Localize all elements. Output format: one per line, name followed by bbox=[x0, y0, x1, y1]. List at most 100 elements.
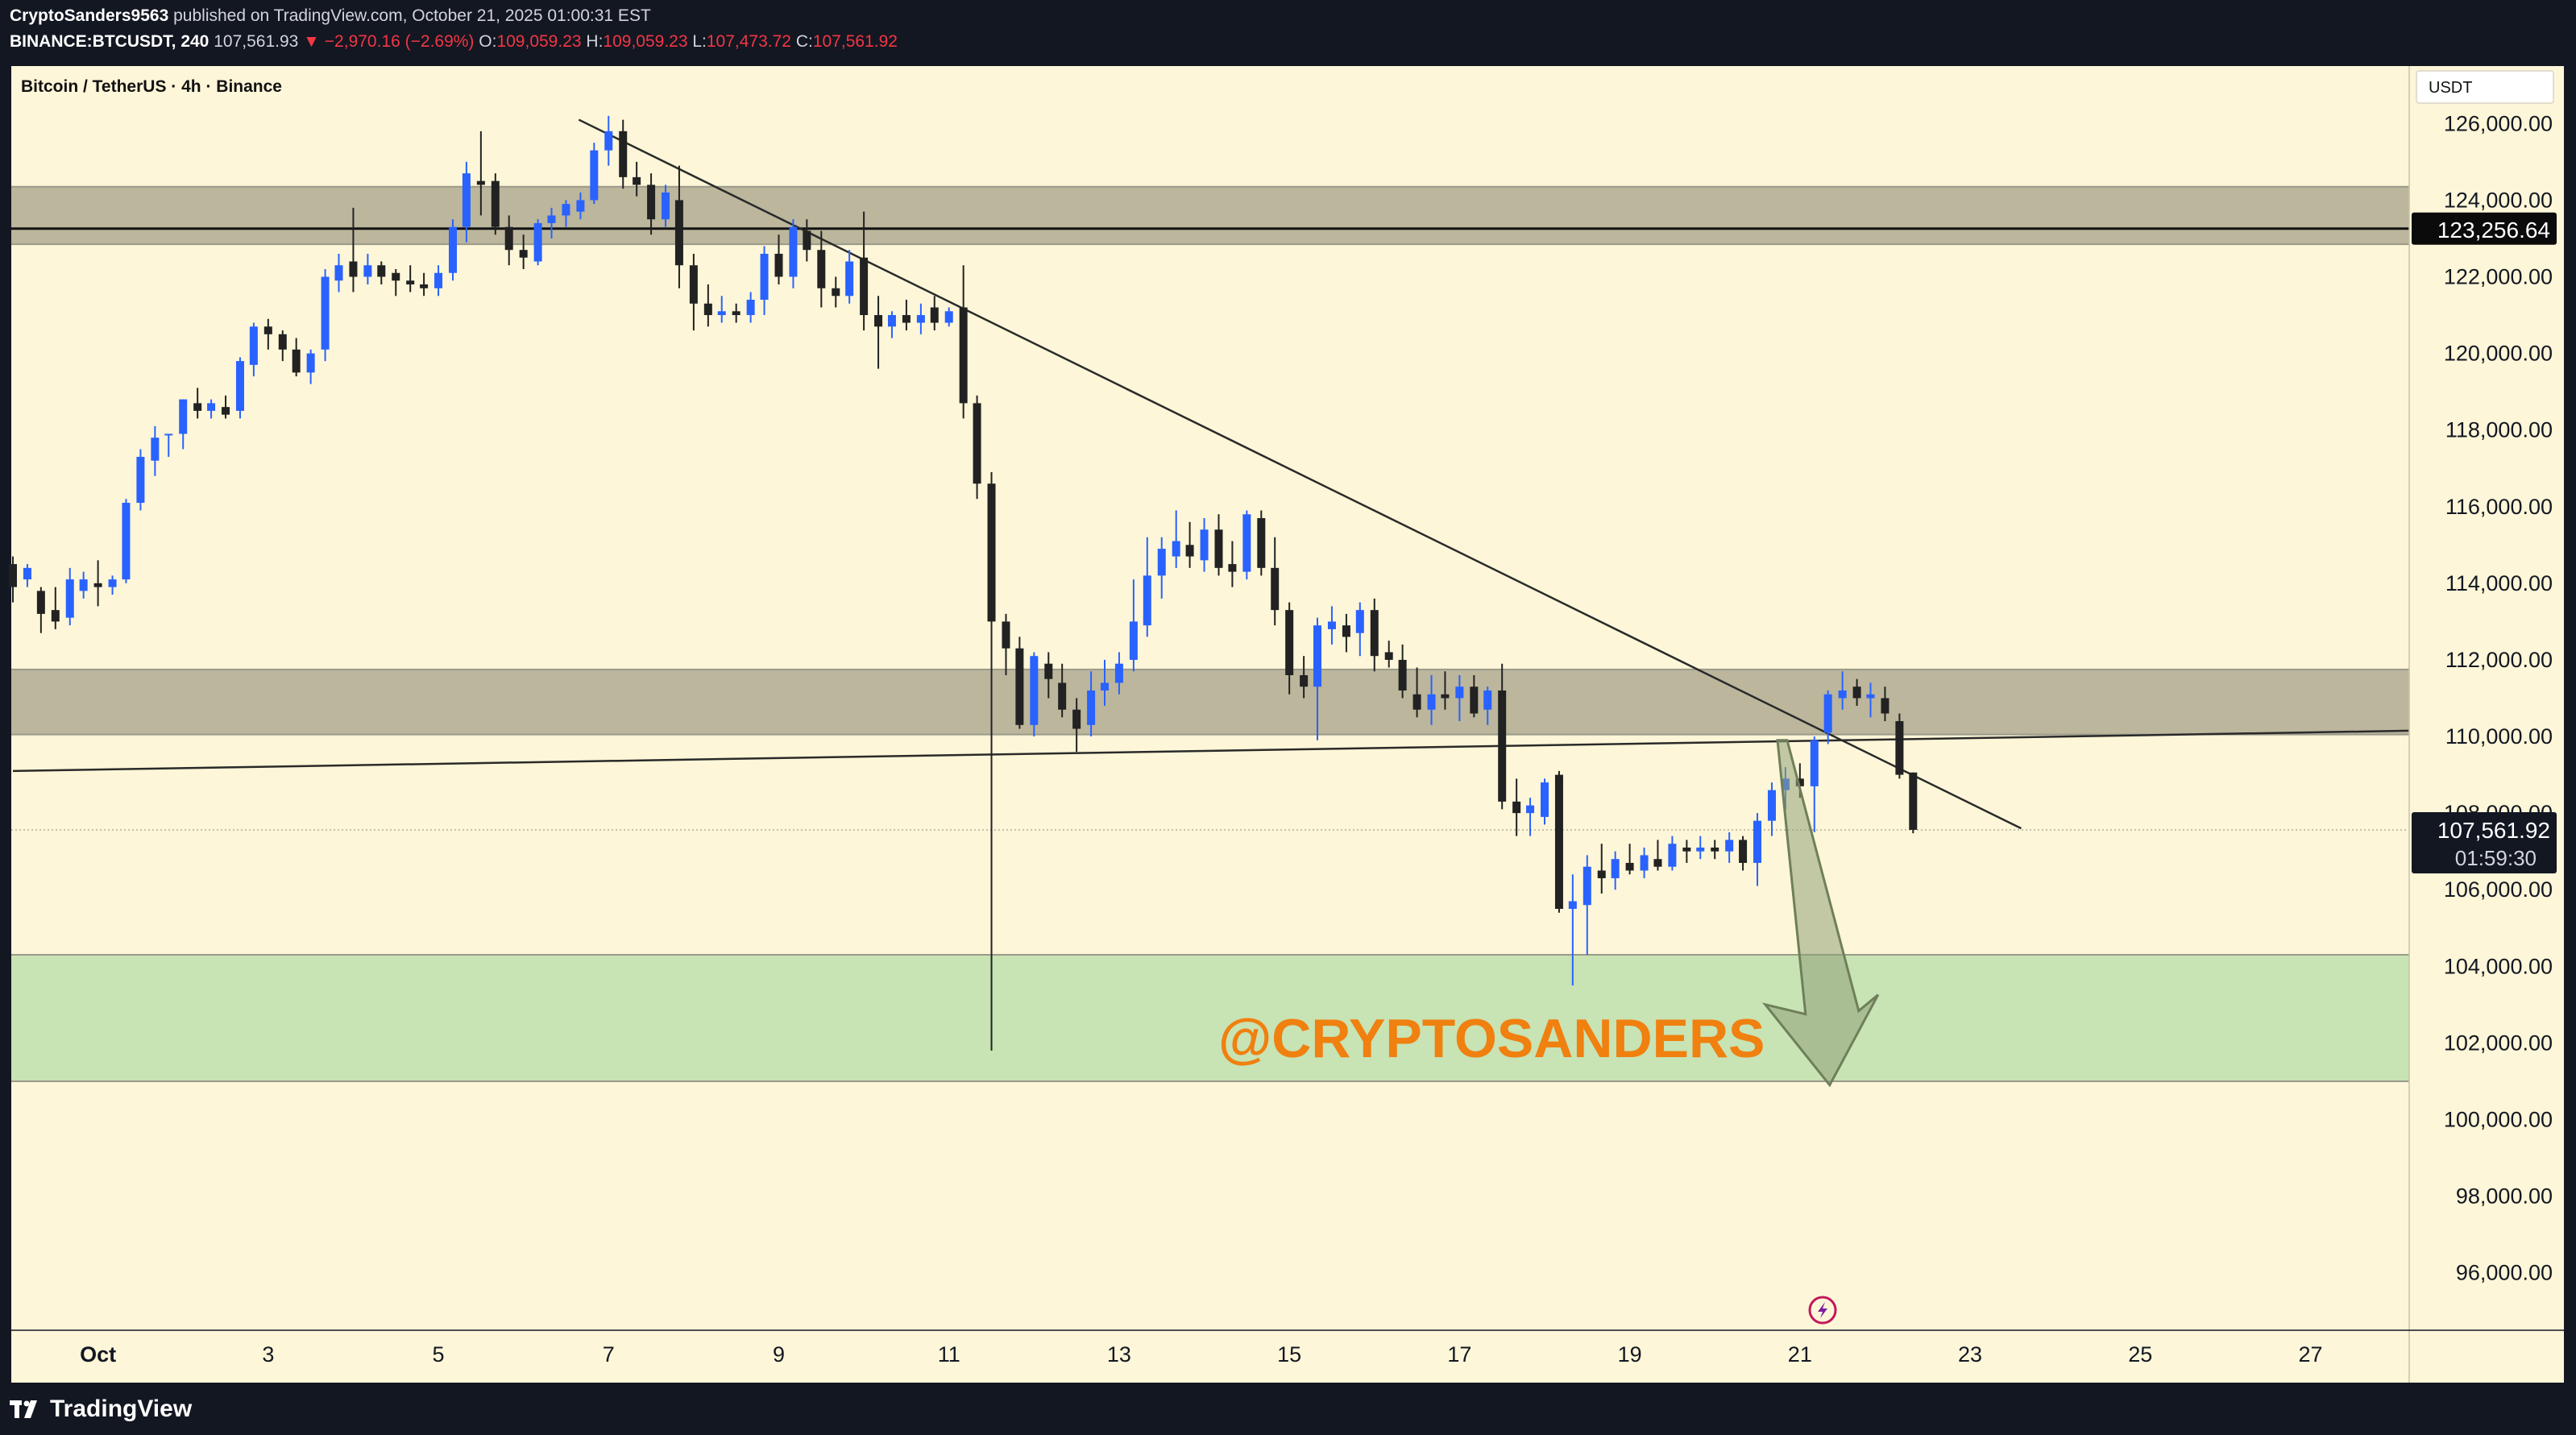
candle-body-bear bbox=[51, 610, 60, 622]
y-tick-label: 118,000.00 bbox=[2445, 418, 2553, 442]
change-value: ▼ −2,970.16 (−2.69%) bbox=[303, 32, 475, 51]
candle-body-bear bbox=[774, 253, 783, 277]
resistance-zone bbox=[11, 186, 2409, 245]
candle-body-bear bbox=[1597, 870, 1606, 878]
y-tick-label: 112,000.00 bbox=[2445, 648, 2553, 672]
candle-body-bull bbox=[1668, 844, 1677, 867]
y-tick-label: 104,000.00 bbox=[2444, 954, 2553, 978]
candle-body-bear bbox=[1214, 529, 1223, 568]
chart-area[interactable]: @CRYPTOSANDERS Bitcoin / TetherUS · 4h · … bbox=[0, 61, 2576, 1383]
candle-body-bull bbox=[887, 315, 896, 327]
axes-layer: USDT 96,000.00 98,000.00 100,000.00 102,000.… bbox=[11, 66, 2564, 1383]
candle-body-bull bbox=[533, 222, 542, 262]
candle-body-bull bbox=[1611, 859, 1620, 878]
candle-body-bear bbox=[1909, 772, 1918, 830]
candle-body-bull bbox=[760, 253, 769, 301]
candle-body-bear bbox=[832, 288, 840, 297]
y-tick-label: 110,000.00 bbox=[2445, 724, 2553, 749]
candle-body-bull bbox=[164, 433, 173, 436]
candle-body-bull bbox=[916, 315, 925, 323]
candle-body-bear bbox=[973, 403, 981, 484]
candle-body-bear bbox=[803, 230, 811, 251]
close-label: C: bbox=[795, 32, 813, 51]
lightning-bolt-icon bbox=[1818, 1302, 1827, 1318]
candle-body-bear bbox=[930, 307, 939, 323]
candle-body-bull bbox=[334, 265, 343, 281]
candle-body-bull bbox=[662, 192, 670, 220]
candle-body-bull bbox=[462, 173, 471, 227]
candle-body-bear bbox=[491, 180, 500, 227]
candles-layer bbox=[9, 115, 1918, 1051]
candle-body-bear bbox=[1412, 694, 1421, 710]
candle-body-bear bbox=[349, 261, 358, 277]
candle-body-bear bbox=[860, 257, 869, 316]
x-tick-label: 11 bbox=[938, 1342, 960, 1367]
candle-body-bull bbox=[562, 204, 570, 216]
candle-body-bull bbox=[1823, 694, 1832, 733]
candle-body-bear bbox=[703, 303, 712, 316]
candle-body-bear bbox=[519, 250, 528, 258]
y-tick-label: 126,000.00 bbox=[2444, 111, 2553, 135]
symbol-line: BINANCE:BTCUSDT, 240 bbox=[10, 32, 209, 51]
candle-body-bull bbox=[1810, 740, 1819, 786]
candle-body-bear bbox=[420, 284, 429, 288]
ascending-trendline bbox=[12, 729, 2410, 773]
candle-body-bull bbox=[1696, 847, 1705, 852]
low-value: 107,473.72 bbox=[706, 32, 791, 51]
candle-body-bull bbox=[604, 131, 613, 151]
close-value: 107,561.92 bbox=[812, 32, 898, 51]
chart-header: CryptoSanders9563 published on TradingVi… bbox=[0, 0, 2576, 61]
watermark-text: @CRYPTOSANDERS bbox=[1218, 1008, 1765, 1069]
candle-body-bull bbox=[1030, 656, 1039, 725]
footer-bar: TradingView bbox=[0, 1383, 2576, 1435]
currency-label: USDT bbox=[2429, 79, 2472, 97]
candle-body-bull bbox=[845, 261, 854, 297]
candle-body-bull bbox=[122, 503, 131, 580]
candle-body-bear bbox=[817, 250, 826, 288]
candle-body-bear bbox=[36, 591, 45, 614]
tradingview-logo[interactable]: TradingView bbox=[10, 1396, 192, 1423]
candle-body-bull bbox=[1313, 625, 1322, 687]
candle-body-bear bbox=[263, 326, 272, 334]
candle-body-bull bbox=[1114, 663, 1123, 683]
candle-body-bull bbox=[449, 226, 458, 273]
x-tick-label: 21 bbox=[1788, 1342, 1812, 1367]
candle-body-bear bbox=[1682, 847, 1691, 852]
x-tick-label: 25 bbox=[2128, 1342, 2152, 1367]
candle-body-bull bbox=[944, 311, 953, 323]
candle-body-bear bbox=[278, 334, 287, 350]
projection-arrow bbox=[1761, 739, 1880, 1088]
candle-body-bull bbox=[1455, 686, 1464, 699]
candle-body-bull bbox=[1427, 694, 1436, 710]
chart-svg[interactable]: @CRYPTOSANDERS Bitcoin / TetherUS · 4h · … bbox=[0, 61, 2576, 1383]
x-tick-label: 17 bbox=[1447, 1342, 1471, 1367]
y-tick-label: 96,000.00 bbox=[2456, 1261, 2553, 1285]
candle-body-bear bbox=[1498, 690, 1507, 802]
candle-body-bear bbox=[1342, 625, 1350, 637]
candle-body-bull bbox=[1327, 621, 1336, 629]
resistance-price-box bbox=[2412, 212, 2557, 245]
candle-body-bear bbox=[902, 315, 911, 323]
demand-zone bbox=[11, 955, 2409, 1081]
candle-body-bull bbox=[65, 579, 74, 618]
author-name[interactable]: CryptoSanders9563 bbox=[10, 6, 169, 25]
candle-body-bull bbox=[363, 265, 372, 277]
candle-body-bear bbox=[1739, 840, 1748, 863]
candle-body-bull bbox=[717, 311, 726, 316]
y-tick-label: 106,000.00 bbox=[2444, 877, 2553, 902]
candle-body-bear bbox=[633, 176, 641, 185]
high-value: 109,059.23 bbox=[603, 32, 688, 51]
candle-body-bear bbox=[1852, 686, 1861, 699]
candle-body-bull bbox=[1172, 541, 1180, 557]
resistance-price-label: 123,256.64 bbox=[2437, 218, 2550, 243]
published-text: published on TradingView.com, October 21… bbox=[173, 6, 651, 25]
candle-body-bear bbox=[1257, 518, 1266, 568]
candle-body-bear bbox=[406, 280, 415, 285]
zones-layer bbox=[11, 185, 2409, 1082]
x-tick-label: 19 bbox=[1618, 1342, 1642, 1367]
candle-body-bull bbox=[1583, 866, 1591, 906]
ohlc-line: BINANCE:BTCUSDT, 240 107,561.93 ▼ −2,970… bbox=[10, 32, 898, 52]
candle-body-bull bbox=[321, 276, 330, 350]
candle-body-bull bbox=[1355, 610, 1364, 633]
y-tick-label: 98,000.00 bbox=[2456, 1184, 2553, 1209]
